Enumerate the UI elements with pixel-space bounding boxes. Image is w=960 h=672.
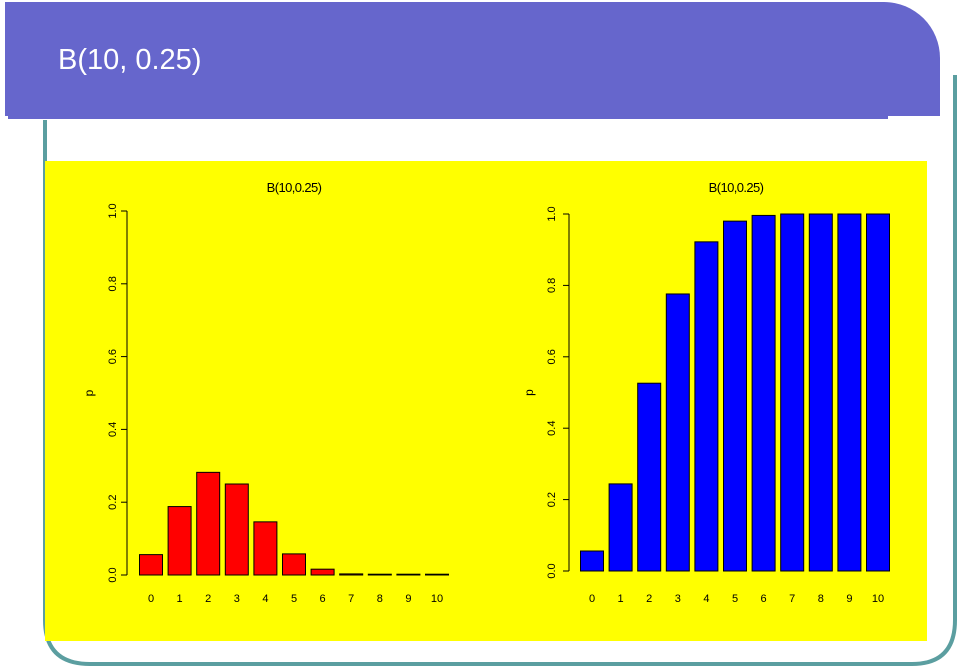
pmf-y-tick-label-3: 0.6 xyxy=(107,349,119,364)
pmf-bar-0 xyxy=(139,554,163,576)
pmf-x-tick-label-5: 5 xyxy=(291,593,297,605)
pmf-x-tick-label-1: 1 xyxy=(177,593,183,605)
cdf-chart-title: B(10,0.25) xyxy=(709,180,764,195)
cdf-bars xyxy=(580,213,890,572)
pmf-y-ticks: 0.0 0.2 0.4 0.6 0.8 1.0 xyxy=(107,203,127,583)
cdf-bar-3 xyxy=(665,293,690,572)
cdf-y-tick-label-0: 0.0 xyxy=(546,563,558,578)
cdf-y-tick-label-5: 1.0 xyxy=(546,206,558,221)
pmf-bar-2 xyxy=(196,471,221,576)
cdf-x-tick-label-5: 5 xyxy=(732,593,738,605)
pmf-x-tick-label-2: 2 xyxy=(205,593,211,605)
pmf-x-tick-label-8: 8 xyxy=(377,593,383,605)
cdf-bar-5 xyxy=(723,220,747,572)
pmf-x-tick-label-0: 0 xyxy=(148,593,154,605)
cdf-x-tick-label-1: 1 xyxy=(618,593,624,605)
cdf-x-tick-label-9: 9 xyxy=(846,593,852,605)
cdf-bar-10 xyxy=(866,213,890,572)
cdf-y-ticks: 0.0 0.2 0.4 0.6 0.8 1.0 xyxy=(546,206,569,579)
pmf-bars xyxy=(139,471,449,576)
cdf-y-tick-label-4: 0.8 xyxy=(546,278,558,293)
pmf-bar-10 xyxy=(425,573,449,576)
pmf-y-tick-label-0: 0.0 xyxy=(107,567,119,582)
cdf-x-tick-label-3: 3 xyxy=(675,593,681,605)
pmf-bar-6 xyxy=(310,568,335,576)
cdf-chart: B(10,0.25) 0.0 0.2 0.4 0.6 0.8 1.0 p 0 1 2 3 4 5 6 7 8 9 1… xyxy=(522,180,890,605)
pmf-y-axis-label: p xyxy=(82,389,96,396)
title-band xyxy=(5,2,940,116)
cdf-bar-7 xyxy=(780,213,805,572)
cdf-bar-2 xyxy=(637,382,662,572)
pmf-chart-panel: B(10,0.25) 0.0 0.2 0.4 0.6 0.8 1.0 p 0 1 2 3 4 5 6 7 8 9 1… xyxy=(45,161,485,641)
cdf-bar-1 xyxy=(608,483,633,572)
cdf-y-axis-label: p xyxy=(522,389,536,396)
pmf-x-tick-label-3: 3 xyxy=(234,593,240,605)
pmf-x-tick-label-10: 10 xyxy=(431,593,443,605)
cdf-bar-9 xyxy=(837,213,862,572)
pmf-x-tick-label-7: 7 xyxy=(348,593,354,605)
slide-title: B(10, 0.25) xyxy=(58,44,202,76)
cdf-bar-6 xyxy=(751,214,776,572)
cdf-x-tick-label-4: 4 xyxy=(703,593,709,605)
pmf-x-tick-label-6: 6 xyxy=(320,593,326,605)
pmf-bar-8 xyxy=(367,573,392,576)
cdf-y-tick-label-3: 0.6 xyxy=(546,349,558,364)
pmf-chart-title: B(10,0.25) xyxy=(267,180,322,195)
pmf-x-tick-label-4: 4 xyxy=(262,593,268,605)
cdf-bar-8 xyxy=(808,213,833,572)
pmf-bar-9 xyxy=(396,573,421,576)
cdf-x-tick-label-6: 6 xyxy=(761,593,767,605)
cdf-bar-0 xyxy=(580,550,604,572)
pmf-bar-3 xyxy=(224,483,249,576)
cdf-x-tick-label-7: 7 xyxy=(789,593,795,605)
title-rule xyxy=(8,116,888,119)
pmf-bar-1 xyxy=(167,506,192,576)
cdf-chart-panel: B(10,0.25) 0.0 0.2 0.4 0.6 0.8 1.0 p 0 1 2 3 4 5 6 7 8 9 1… xyxy=(483,161,927,641)
pmf-y-tick-label-5: 1.0 xyxy=(107,203,119,218)
pmf-bar-7 xyxy=(339,573,364,576)
cdf-x-tick-label-10: 10 xyxy=(872,593,884,605)
pmf-bar-5 xyxy=(282,553,306,576)
pmf-x-tick-label-9: 9 xyxy=(405,593,411,605)
cdf-x-tick-label-2: 2 xyxy=(646,593,652,605)
pmf-chart: B(10,0.25) 0.0 0.2 0.4 0.6 0.8 1.0 p 0 1 2 3 4 5 6 7 8 9 1… xyxy=(82,180,449,605)
cdf-y-tick-label-1: 0.2 xyxy=(546,492,558,507)
cdf-x-tick-labels: 0 1 2 3 4 5 6 7 8 9 10 xyxy=(589,593,884,605)
pmf-x-tick-labels: 0 1 2 3 4 5 6 7 8 9 10 xyxy=(148,593,443,605)
pmf-y-tick-label-1: 0.2 xyxy=(107,495,119,510)
pmf-y-tick-label-2: 0.4 xyxy=(107,422,119,437)
pmf-bar-4 xyxy=(253,521,278,576)
cdf-bar-4 xyxy=(694,241,719,572)
cdf-y-tick-label-2: 0.4 xyxy=(546,421,558,436)
cdf-x-tick-label-0: 0 xyxy=(589,593,595,605)
pmf-y-tick-label-4: 0.8 xyxy=(107,276,119,291)
cdf-x-tick-label-8: 8 xyxy=(818,593,824,605)
